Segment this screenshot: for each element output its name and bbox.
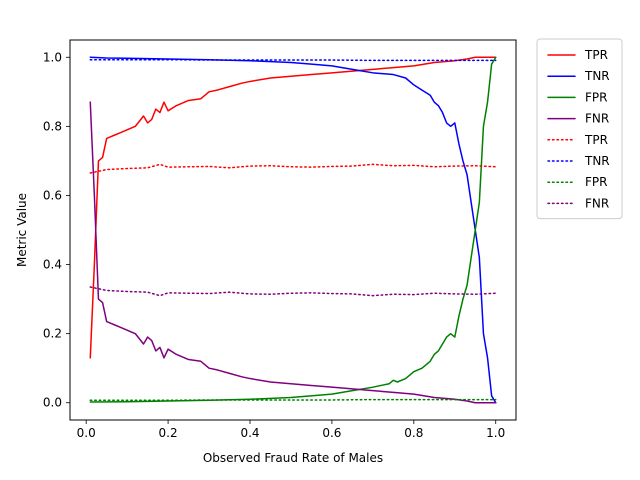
x-axis-label: Observed Fraud Rate of Males — [203, 451, 383, 465]
y-tick-label: 1.0 — [43, 50, 62, 64]
legend-label-tnr-solid: TNR — [584, 69, 610, 83]
axes-frame — [69, 39, 517, 421]
legend-label-fpr-solid: FPR — [585, 90, 607, 104]
x-tick-label: 0.8 — [404, 426, 423, 440]
series-line-tpr-dotted — [89, 163, 497, 174]
y-axis-label: Metric Value — [15, 193, 29, 267]
series-line-tpr-solid — [89, 56, 497, 359]
x-tick-label: 1.0 — [486, 426, 505, 440]
series-line-tnr-solid — [89, 56, 497, 404]
y-tick-label: 0.2 — [43, 327, 62, 341]
series-line-fnr-solid — [89, 101, 497, 404]
series-line-fpr-dotted — [89, 398, 497, 402]
legend-label-fnr-solid: FNR — [585, 112, 609, 126]
x-tick-label: 0.6 — [322, 426, 341, 440]
y-tick-label: 0.8 — [43, 119, 62, 133]
x-tick-label: 0.2 — [159, 426, 178, 440]
x-tick-label: 0.4 — [240, 426, 259, 440]
y-tick-label: 0.0 — [43, 396, 62, 410]
series-layer — [89, 56, 497, 404]
legend-label-tnr-dotted: TNR — [584, 154, 610, 168]
y-axis: 0.0 0.2 0.4 0.6 0.8 1.0 — [43, 50, 70, 410]
legend-label-tpr-solid: TPR — [584, 48, 608, 62]
legend-box — [536, 38, 623, 220]
legend-label-fpr-dotted: FPR — [585, 175, 607, 189]
x-axis: 0.0 0.2 0.4 0.6 0.8 1.0 — [77, 420, 505, 440]
plot-area — [69, 39, 517, 421]
legend-label-tpr-dotted: TPR — [584, 133, 608, 147]
legend-label-fnr-dotted: FNR — [585, 196, 609, 210]
y-tick-label: 0.4 — [43, 258, 62, 272]
y-tick-label: 0.6 — [43, 188, 62, 202]
x-tick-label: 0.0 — [77, 426, 96, 440]
series-line-tnr-dotted — [89, 58, 497, 62]
series-line-fpr-solid — [89, 56, 497, 403]
legend: TPR TNR FPR FNR TPR TNR FPR FNR — [536, 38, 623, 220]
series-line-fnr-dotted — [89, 286, 497, 297]
